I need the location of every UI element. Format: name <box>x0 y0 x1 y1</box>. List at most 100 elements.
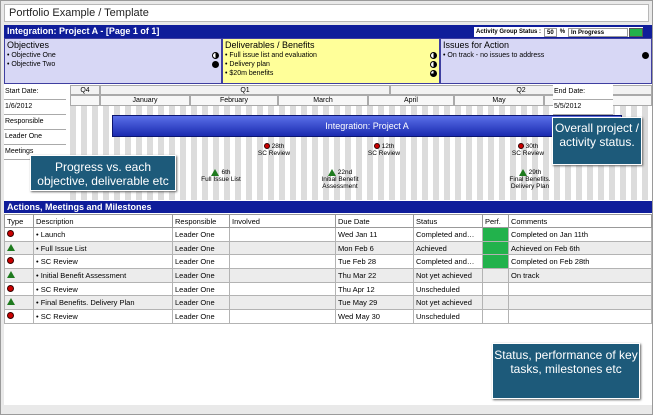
issue-item: • On track - no issues to address <box>443 51 651 60</box>
cell-comments[interactable]: Completed on Jan 11th <box>508 227 652 242</box>
month-header: March <box>278 95 368 106</box>
cell-due-date[interactable]: Tue May 29 <box>335 295 414 311</box>
cell-comments[interactable]: Completed on Feb 28th <box>508 254 652 270</box>
cell-perf[interactable] <box>482 295 509 311</box>
cell-comments[interactable]: On track <box>508 268 652 283</box>
cell-status[interactable]: Not yet achieved <box>413 295 483 311</box>
table-row[interactable]: • Initial Benefit Assessment Leader One Th… <box>4 268 652 283</box>
table-row[interactable]: • Launch Leader One Wed Jan 11 Completed an… <box>4 227 652 242</box>
cell-involved[interactable] <box>229 240 336 256</box>
timeline-labels: Start Date: 1/6/2012 Responsible Leader … <box>4 85 66 160</box>
month-header: April <box>368 95 454 106</box>
col-description[interactable]: Description <box>33 214 173 228</box>
cell-perf[interactable] <box>482 254 509 270</box>
table-row[interactable]: • SC Review Leader One Thu Apr 12 Unschedul… <box>4 281 652 297</box>
cell-status[interactable]: Unscheduled <box>413 281 483 297</box>
month-header: May <box>454 95 544 106</box>
cell-description[interactable]: • SC Review <box>33 281 173 297</box>
cell-perf[interactable] <box>482 281 509 297</box>
cell-involved[interactable] <box>229 309 336 324</box>
cell-responsible[interactable]: Leader One <box>172 281 230 297</box>
cell-status[interactable]: Completed and… <box>413 227 483 242</box>
cell-involved[interactable] <box>229 227 336 242</box>
cell-responsible[interactable]: Leader One <box>172 295 230 311</box>
progress-three-quarter-icon <box>430 70 437 77</box>
issues-title: Issues for Action <box>443 40 510 50</box>
cell-description[interactable]: • SC Review <box>33 254 173 270</box>
meeting-circle-icon <box>7 311 14 319</box>
cell-perf[interactable] <box>482 268 509 283</box>
cell-description[interactable]: • Full Issue List <box>33 240 173 256</box>
project-header: Integration: Project A - [Page 1 of 1] A… <box>4 25 652 38</box>
meeting-marker[interactable]: 28th SC Review <box>257 143 291 157</box>
window-title: Portfolio Example / Template <box>4 4 649 22</box>
milestone-marker[interactable]: 29th Final Benefits. Delivery Plan <box>509 169 551 191</box>
cell-status[interactable]: Achieved <box>413 240 483 256</box>
cell-description[interactable]: • Initial Benefit Assessment <box>33 268 173 283</box>
meeting-marker[interactable]: 12th SC Review <box>367 143 401 157</box>
col-responsible[interactable]: Responsible <box>172 214 230 228</box>
cell-responsible[interactable]: Leader One <box>172 254 230 270</box>
cell-comments[interactable] <box>508 295 652 311</box>
col-status[interactable]: Status <box>413 214 483 228</box>
col-type[interactable]: Type <box>4 214 34 228</box>
col-involved[interactable]: Involved <box>229 214 336 228</box>
col-comments[interactable]: Comments <box>508 214 652 228</box>
project-gantt-bar[interactable]: Integration: Project A <box>112 115 622 137</box>
ag-state[interactable]: In Progress <box>568 27 629 37</box>
cell-type <box>4 240 34 256</box>
cell-due-date[interactable]: Wed Jan 11 <box>335 227 414 242</box>
cell-due-date[interactable]: Wed May 30 <box>335 309 414 324</box>
table-row[interactable]: • Final Benefits. Delivery Plan Leader On… <box>4 295 652 311</box>
quarter-q1: Q1 <box>100 85 390 95</box>
milestone-marker[interactable]: 6th Full Issue List <box>201 169 241 184</box>
cell-responsible[interactable]: Leader One <box>172 240 230 256</box>
milestone-triangle-icon <box>518 169 527 176</box>
table-row[interactable]: • Full Issue List Leader One Mon Feb 6 Achi… <box>4 240 652 256</box>
cell-status[interactable]: Completed and… <box>413 254 483 270</box>
cell-comments[interactable] <box>508 309 652 324</box>
issues-box: Issues for Action • On track - no issues… <box>440 38 652 84</box>
cell-status[interactable]: Not yet achieved <box>413 268 483 283</box>
cell-comments[interactable] <box>508 281 652 297</box>
progress-half-icon <box>430 61 437 68</box>
table-row[interactable]: • SC Review Leader One Tue Feb 28 Completed… <box>4 254 652 270</box>
cell-perf[interactable] <box>482 309 509 324</box>
cell-perf[interactable] <box>482 227 509 242</box>
cell-perf[interactable] <box>482 240 509 256</box>
cell-due-date[interactable]: Tue Feb 28 <box>335 254 414 270</box>
cell-involved[interactable] <box>229 295 336 311</box>
meeting-circle-icon <box>7 284 14 292</box>
cell-status[interactable]: Unscheduled <box>413 309 483 324</box>
cell-responsible[interactable]: Leader One <box>172 309 230 324</box>
cell-involved[interactable] <box>229 254 336 270</box>
meeting-marker[interactable]: 30th SC Review <box>511 143 545 157</box>
progress-half-icon <box>430 52 437 59</box>
cell-due-date[interactable]: Mon Feb 6 <box>335 240 414 256</box>
report-canvas: Integration: Project A - [Page 1 of 1] A… <box>4 25 652 405</box>
cell-responsible[interactable]: Leader One <box>172 268 230 283</box>
cell-description[interactable]: • Final Benefits. Delivery Plan <box>33 295 173 311</box>
cell-responsible[interactable]: Leader One <box>172 227 230 242</box>
ag-percent[interactable]: 50 <box>544 27 557 37</box>
cell-type <box>4 268 34 283</box>
cell-comments[interactable]: Achieved on Feb 6th <box>508 240 652 256</box>
milestone-marker[interactable]: 22nd Initial Benefit Assessment <box>321 169 359 191</box>
cell-involved[interactable] <box>229 281 336 297</box>
progress-full-icon <box>642 52 649 59</box>
start-date-value: 1/6/2012 <box>4 100 66 115</box>
col-perf[interactable]: Perf. <box>482 214 509 228</box>
table-row[interactable]: • SC Review Leader One Wed May 30 Unschedul… <box>4 309 652 324</box>
responsible-label: Responsible <box>4 115 66 130</box>
cell-due-date[interactable]: Thu Mar 22 <box>335 268 414 283</box>
end-date-value: 5/5/2012 <box>553 100 613 115</box>
cell-involved[interactable] <box>229 268 336 283</box>
cell-due-date[interactable]: Thu Apr 12 <box>335 281 414 297</box>
col-due-date[interactable]: Due Date <box>335 214 414 228</box>
start-date-label: Start Date: <box>4 85 66 100</box>
cell-description[interactable]: • SC Review <box>33 309 173 324</box>
cell-description[interactable]: • Launch <box>33 227 173 242</box>
quarter-q4: Q4 <box>70 85 100 95</box>
cell-type <box>4 227 34 242</box>
